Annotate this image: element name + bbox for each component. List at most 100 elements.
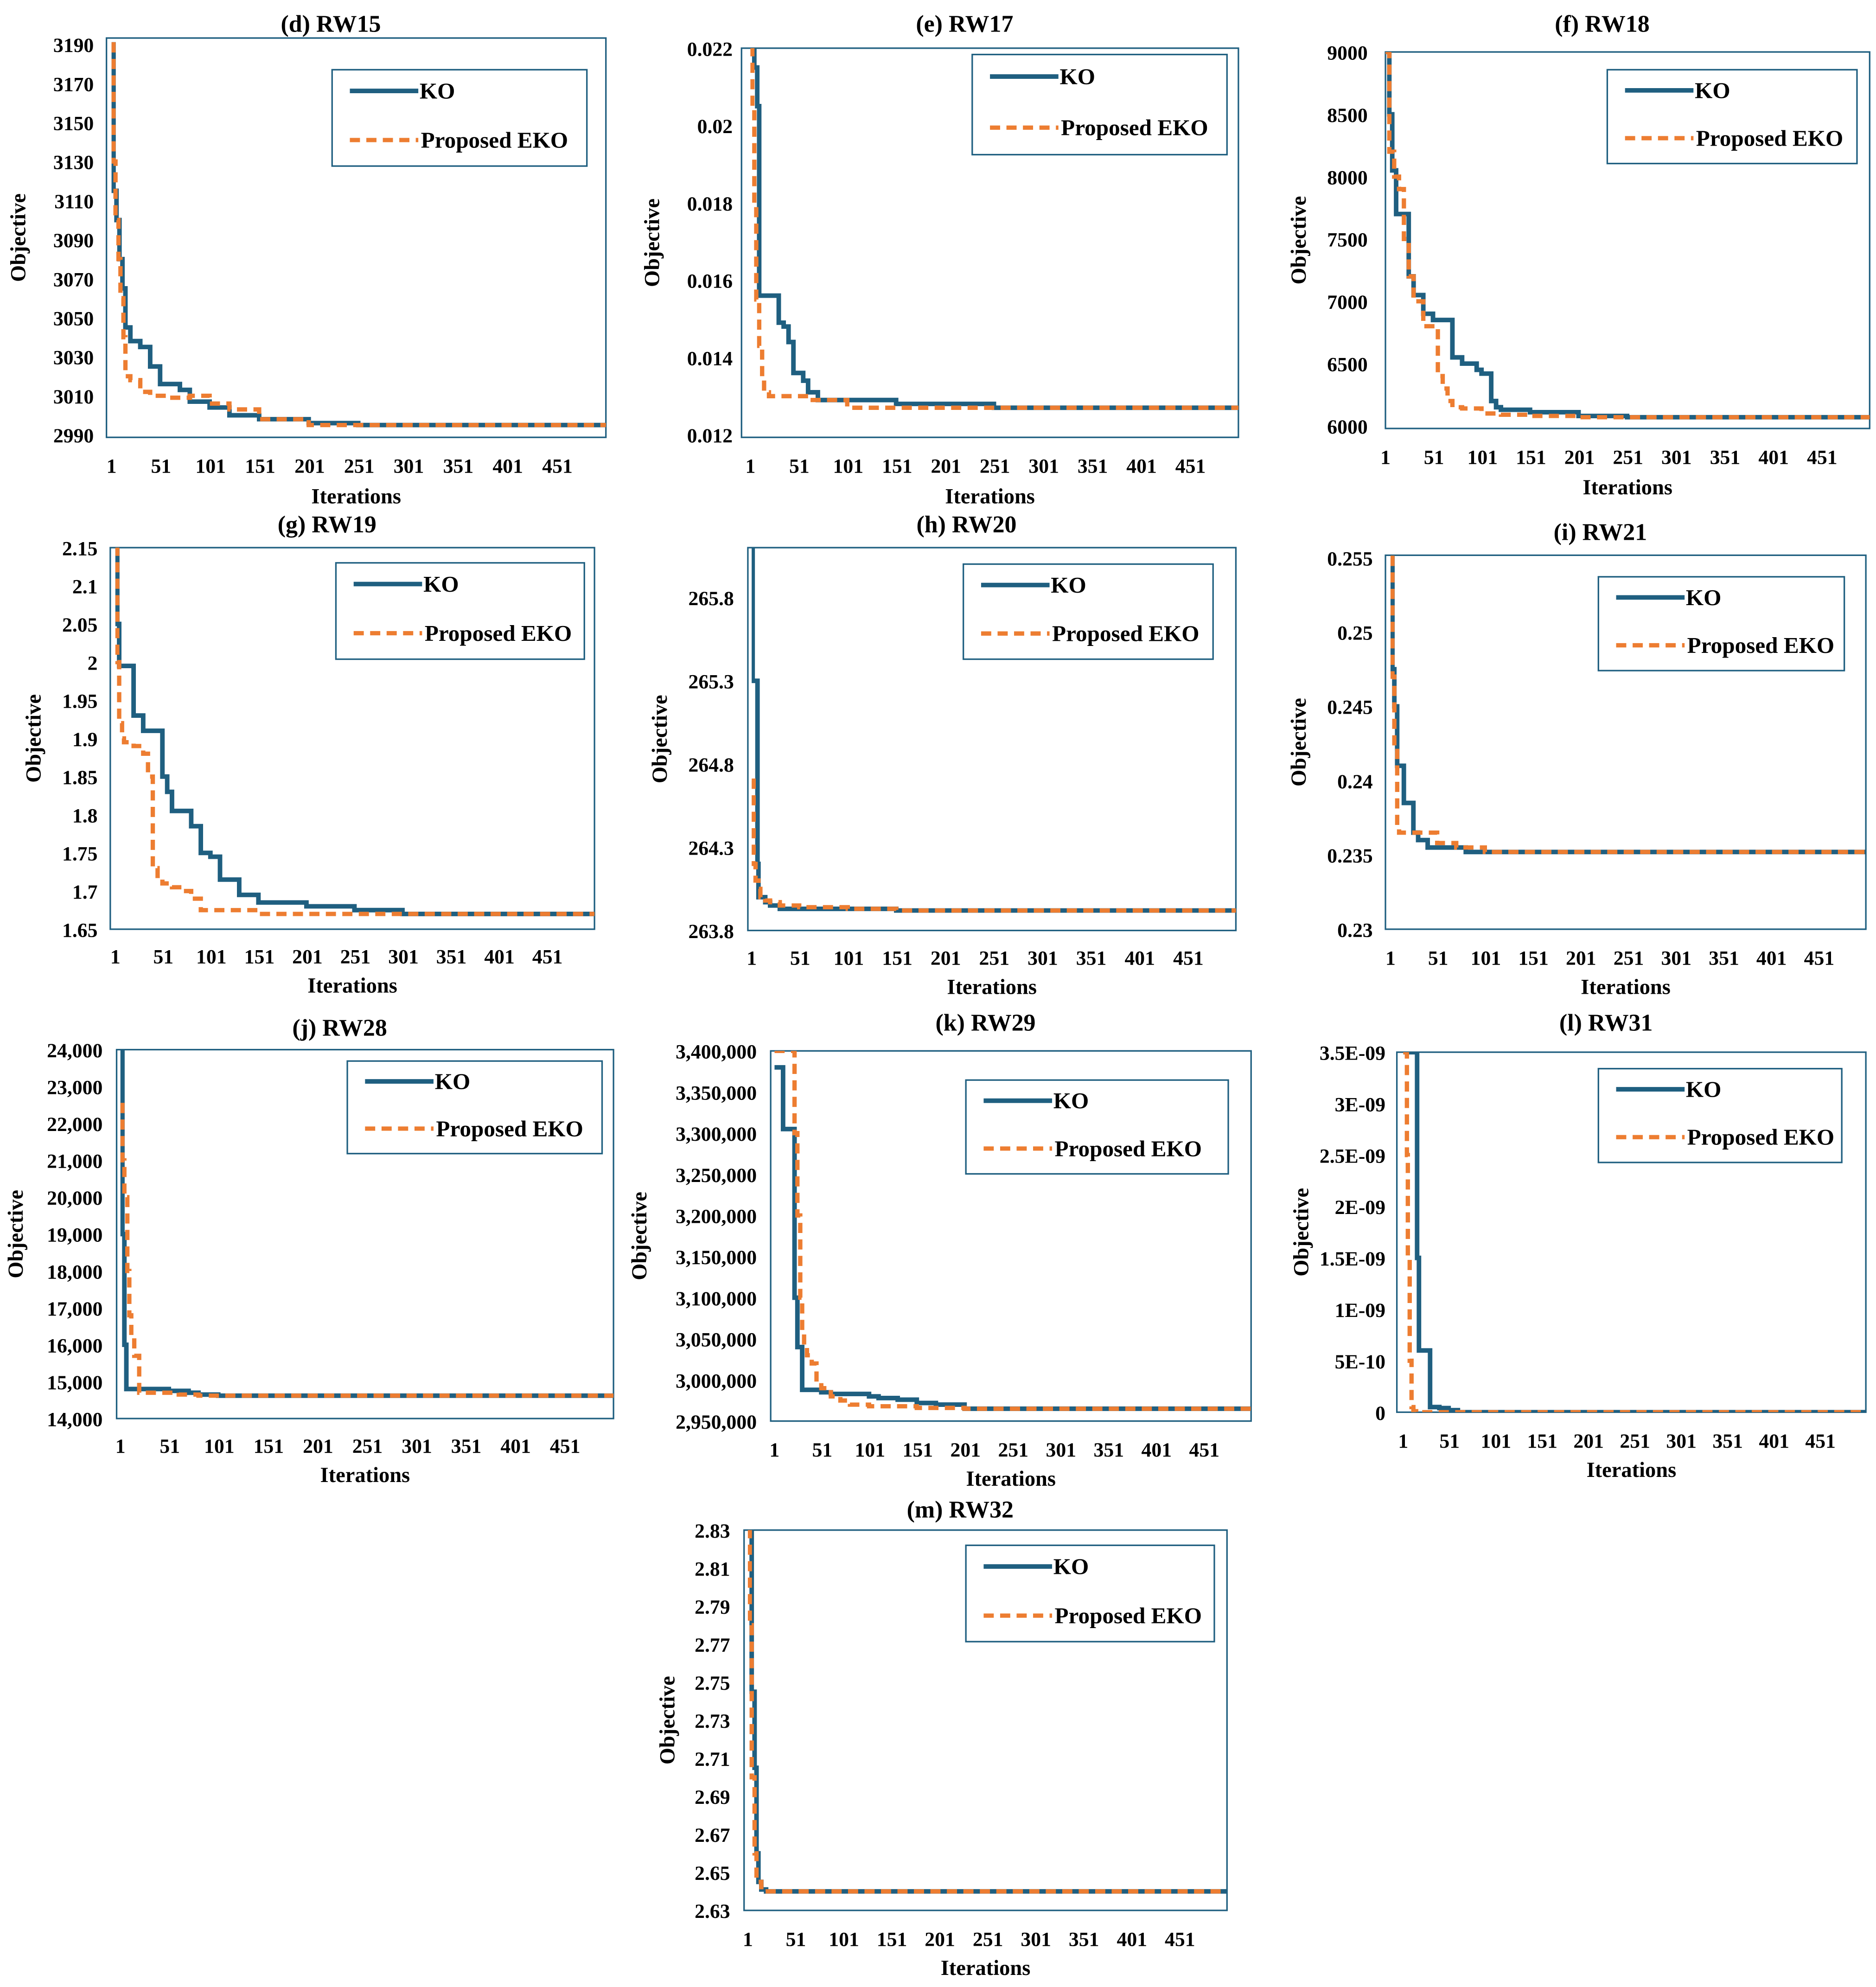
legend-ko-label: KO xyxy=(1053,1554,1089,1579)
chart-title: (l) RW31 xyxy=(1559,1010,1653,1036)
x-tick-label: 151 xyxy=(245,455,275,478)
legend-box xyxy=(963,563,1214,660)
legend: KO Proposed EKO xyxy=(335,562,585,660)
x-tick-label: 251 xyxy=(980,455,1010,478)
legend-box xyxy=(965,1079,1229,1175)
x-tick-label: 401 xyxy=(492,455,523,478)
x-tick-label: 251 xyxy=(1613,447,1643,469)
legend-box xyxy=(346,1060,603,1155)
x-tick-label: 51 xyxy=(1424,447,1444,469)
x-tick-label: 351 xyxy=(443,455,474,478)
x-tick-label: 201 xyxy=(1566,947,1596,969)
x-tick-label: 51 xyxy=(786,1928,806,1950)
y-axis-label: Objective xyxy=(648,695,672,783)
y-tick-label: 2.63 xyxy=(695,1900,730,1923)
series-ko-line xyxy=(1385,52,1870,420)
y-tick-label: 6000 xyxy=(1327,416,1367,438)
y-tick-label: 2,950,000 xyxy=(676,1411,757,1433)
x-tick-label: 301 xyxy=(394,455,424,478)
x-tick-label: 301 xyxy=(388,946,419,968)
x-tick-label: 301 xyxy=(1661,947,1691,969)
chart-title: (i) RW21 xyxy=(1554,519,1647,546)
y-tick-label: 2.71 xyxy=(695,1748,730,1770)
x-tick-label: 451 xyxy=(550,1435,581,1457)
y-tick-label: 1.5E-09 xyxy=(1320,1248,1385,1270)
x-tick-label: 151 xyxy=(244,946,275,968)
y-tick-label: 3190 xyxy=(53,34,94,57)
x-tick-label: 451 xyxy=(1165,1928,1195,1950)
legend-eko-label: Proposed EKO xyxy=(1052,621,1200,646)
y-tick-label: 18,000 xyxy=(47,1261,102,1283)
x-tick-label: 151 xyxy=(877,1928,907,1950)
y-tick-label: 7500 xyxy=(1327,229,1367,251)
y-axis-label: Objective xyxy=(22,694,45,783)
legend-box xyxy=(335,562,585,660)
y-tick-label: 1.9 xyxy=(72,728,98,751)
y-tick-label: 2.75 xyxy=(695,1672,730,1694)
x-tick-label: 451 xyxy=(542,455,573,478)
y-tick-label: 2.1 xyxy=(72,576,98,598)
x-tick-label: 401 xyxy=(1117,1928,1147,1950)
x-tick-label: 401 xyxy=(1758,447,1789,469)
chart-title: (g) RW19 xyxy=(278,511,376,538)
x-tick-label: 351 xyxy=(436,946,467,968)
y-tick-label: 1.85 xyxy=(62,767,98,789)
chart-title: (k) RW29 xyxy=(936,1010,1036,1036)
legend-ko-label: KO xyxy=(435,1068,471,1094)
series-eko-line xyxy=(774,1051,1251,1411)
y-axis-label: Objective xyxy=(7,193,31,282)
plot-frame xyxy=(1385,51,1870,429)
chart-title: (d) RW15 xyxy=(281,11,381,37)
legend: KO Proposed EKO xyxy=(965,1079,1229,1175)
legend-eko-label: Proposed EKO xyxy=(436,1116,583,1141)
y-tick-label: 14,000 xyxy=(47,1409,102,1431)
x-tick-label: 1 xyxy=(769,1439,779,1461)
y-tick-label: 2990 xyxy=(53,425,94,447)
legend-eko-label: Proposed EKO xyxy=(1055,1603,1202,1629)
legend: KO Proposed EKO xyxy=(331,69,588,167)
series-eko-line xyxy=(752,778,1236,913)
x-tick-label: 451 xyxy=(1173,947,1204,969)
y-tick-label: 2E-09 xyxy=(1335,1196,1385,1219)
x-tick-label: 101 xyxy=(855,1439,886,1461)
y-tick-label: 0.255 xyxy=(1327,548,1372,570)
x-tick-label: 451 xyxy=(1804,947,1835,969)
y-axis-label: Objective xyxy=(1289,1188,1313,1277)
x-tick-label: 351 xyxy=(1709,947,1739,969)
x-tick-label: 1 xyxy=(107,455,117,478)
x-tick-label: 51 xyxy=(151,455,172,478)
charts-root: (d) RW1529903010303030503070309031103130… xyxy=(4,11,1870,1980)
x-tick-label: 351 xyxy=(1069,1928,1099,1950)
x-tick-label: 51 xyxy=(789,455,810,478)
y-tick-label: 3070 xyxy=(53,268,94,291)
x-tick-label: 451 xyxy=(1807,447,1838,469)
series-eko-line xyxy=(115,547,595,916)
y-tick-label: 3,100,000 xyxy=(676,1288,757,1310)
legend: KO Proposed EKO xyxy=(346,1060,603,1155)
y-tick-label: 2.5E-09 xyxy=(1320,1145,1385,1167)
x-tick-label: 201 xyxy=(294,455,325,478)
x-axis-label: Iterations xyxy=(941,1956,1031,1980)
y-tick-label: 1.8 xyxy=(72,805,98,827)
y-tick-label: 3030 xyxy=(53,347,94,369)
x-tick-label: 151 xyxy=(882,455,912,478)
y-tick-label: 2.69 xyxy=(695,1786,730,1808)
legend-box xyxy=(1597,576,1845,671)
y-axis-label: Objective xyxy=(1287,698,1311,786)
x-tick-label: 151 xyxy=(882,947,912,969)
y-tick-label: 0.24 xyxy=(1337,771,1373,793)
y-tick-label: 19,000 xyxy=(47,1224,102,1246)
x-axis-label: Iterations xyxy=(311,485,401,508)
x-tick-label: 351 xyxy=(1712,1430,1743,1452)
legend-box xyxy=(1597,1067,1843,1163)
x-tick-label: 451 xyxy=(1805,1430,1836,1452)
y-tick-label: 2.15 xyxy=(62,537,98,560)
legend: KO Proposed EKO xyxy=(1597,1067,1843,1163)
y-tick-label: 3,200,000 xyxy=(676,1205,757,1227)
x-tick-label: 51 xyxy=(1428,947,1448,969)
x-tick-label: 101 xyxy=(196,946,227,968)
legend: KO Proposed EKO xyxy=(965,1544,1215,1642)
x-tick-label: 401 xyxy=(1124,947,1155,969)
x-tick-label: 351 xyxy=(1710,447,1741,469)
